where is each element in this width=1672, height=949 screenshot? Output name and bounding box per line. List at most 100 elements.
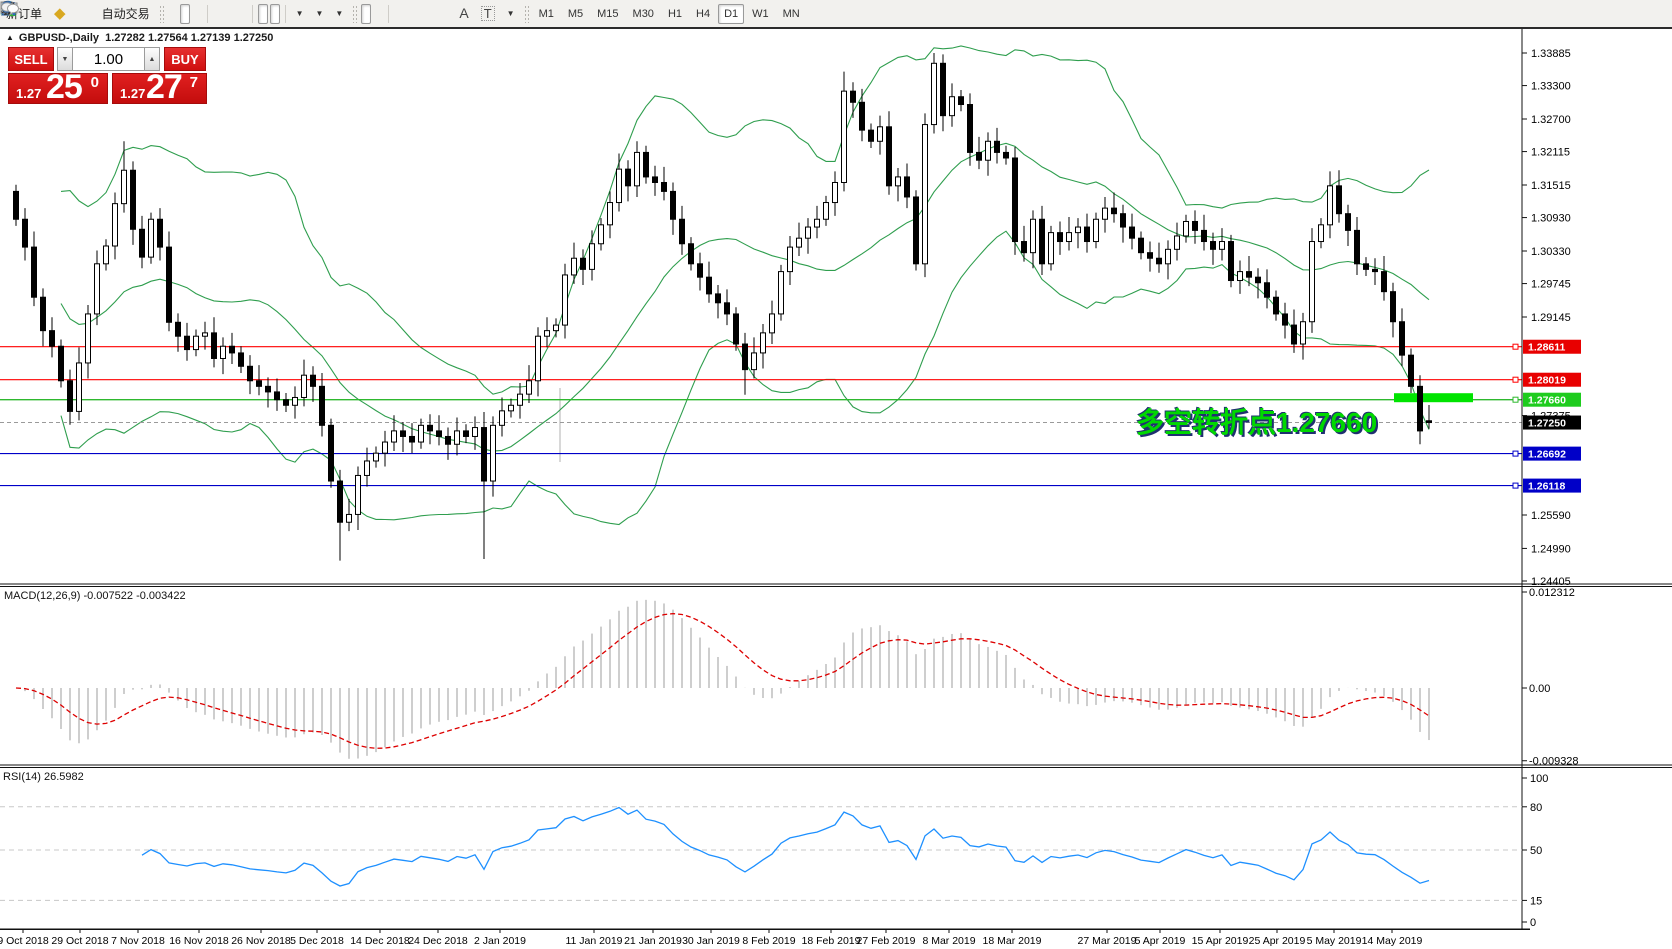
candle-bull bbox=[301, 374, 307, 398]
candle-bull bbox=[1030, 218, 1036, 254]
channel-tool-button[interactable]: E bbox=[0, 1, 440, 24]
timeframe-W1[interactable]: W1 bbox=[752, 7, 769, 20]
auto-scroll-button[interactable] bbox=[1, 2, 268, 24]
date-tick-label: 11 Jan 2019 bbox=[565, 935, 622, 947]
new-chart-dropdown[interactable]: ▼ bbox=[0, 1, 309, 24]
metaeditor-button[interactable]: ◆ bbox=[49, 4, 71, 24]
candle-bear bbox=[715, 293, 721, 304]
candle-bear bbox=[958, 96, 964, 106]
candle-bear bbox=[184, 335, 190, 351]
candle-bull bbox=[571, 257, 577, 276]
date-tick-label: 15 Apr 2019 bbox=[1192, 935, 1249, 947]
buy-price-display[interactable]: 1.27 27 7 bbox=[112, 68, 207, 106]
toolbar-drag-handle[interactable] bbox=[523, 4, 529, 23]
rsi-axis-label: 0 bbox=[1530, 917, 1536, 929]
timeframe-H1[interactable]: H1 bbox=[667, 7, 682, 20]
candle-bear bbox=[1012, 157, 1018, 243]
timeframe-M1[interactable]: M1 bbox=[538, 7, 554, 20]
bar-chart-mode-button[interactable] bbox=[1, 3, 178, 24]
auto-trading-button[interactable]: 自动交易 bbox=[1, 2, 155, 24]
candle-bull bbox=[1183, 220, 1189, 237]
buy-button[interactable]: BUY bbox=[164, 47, 206, 71]
arrows-dropdown[interactable]: ▼ bbox=[3, 0, 520, 24]
sell-price-pip: 0 bbox=[90, 74, 99, 91]
candle-bull bbox=[454, 430, 460, 445]
candle-bull bbox=[418, 424, 424, 443]
zoom-in-button[interactable] bbox=[1, 1, 223, 24]
period-dropdown[interactable]: ▼ bbox=[0, 0, 329, 24]
candle-bull bbox=[382, 441, 388, 454]
sell-price-display[interactable]: 1.27 25 0 bbox=[8, 68, 108, 106]
horizontal-line-tool-button[interactable] bbox=[1, 4, 416, 24]
volume-increase-button[interactable]: ▲ bbox=[144, 47, 160, 71]
candle-bear bbox=[688, 243, 694, 265]
candle-bear bbox=[697, 263, 703, 278]
zoom-out-button[interactable] bbox=[1, 1, 235, 24]
rsi-line bbox=[141, 806, 1430, 887]
candle-bull bbox=[985, 140, 991, 161]
candle-bull bbox=[1318, 224, 1324, 243]
price-tags-layer: 1.28611 1.28019 1.27660 1.27250 1.26692 1.261… bbox=[1523, 339, 1581, 493]
candle-bull bbox=[202, 332, 208, 337]
timeframe-M15[interactable]: M15 bbox=[597, 7, 619, 20]
trendline-tool-button[interactable] bbox=[1, 2, 428, 24]
candle-bull bbox=[103, 245, 109, 265]
sell-button[interactable]: SELL bbox=[8, 47, 54, 71]
text-tool-button[interactable]: A bbox=[454, 4, 473, 24]
text-label-tool-button[interactable]: T bbox=[476, 4, 500, 24]
level-endpoint-marker bbox=[1512, 343, 1519, 350]
fibonacci-tool-button[interactable]: F bbox=[1, 2, 452, 24]
template-dropdown[interactable]: ▼ bbox=[0, 2, 348, 24]
candle-bear bbox=[904, 176, 910, 198]
candle-bull bbox=[769, 313, 775, 334]
profile-button[interactable] bbox=[0, 1, 83, 24]
tile-windows-button[interactable] bbox=[1, 2, 247, 24]
candle-bull bbox=[148, 218, 154, 258]
price-tag-1.28611 bbox=[1523, 339, 1581, 354]
chart-shift-button[interactable] bbox=[2, 2, 280, 24]
volume-decrease-button[interactable]: ▼ bbox=[57, 47, 73, 71]
collapse-triangle-icon[interactable]: ▲ bbox=[6, 33, 14, 42]
signals-button[interactable] bbox=[1, 1, 95, 24]
candle-bear bbox=[13, 190, 19, 220]
timeframe-H4[interactable]: H4 bbox=[696, 7, 711, 20]
candle-bear bbox=[967, 104, 973, 153]
macd-layer: 0.012312 0.00 -0.009328 bbox=[15, 587, 1579, 768]
toolbar-separator bbox=[284, 4, 286, 23]
date-tick-label: 24 Dec 2018 bbox=[408, 935, 468, 947]
candle-bear bbox=[652, 176, 658, 183]
vertical-line-tool-button[interactable] bbox=[5, 1, 404, 24]
sell-price-prefix: 1.27 bbox=[16, 86, 42, 101]
date-tick-label: 8 Feb 2019 bbox=[742, 935, 795, 947]
candle-bear bbox=[400, 430, 406, 437]
timeframe-M5[interactable]: M5 bbox=[567, 7, 584, 20]
candle-bear bbox=[742, 343, 748, 371]
candle-bull bbox=[1219, 241, 1225, 250]
toolbar-drag-handle[interactable] bbox=[158, 4, 164, 23]
cursor-tool-button[interactable] bbox=[4, 1, 372, 24]
line-chart-mode-button[interactable] bbox=[1, 3, 202, 24]
volume-input[interactable]: 1.00 bbox=[73, 47, 144, 71]
buy-price-pip: 7 bbox=[189, 74, 198, 91]
chat-button[interactable] bbox=[1, 2, 1664, 24]
timeframe-M30[interactable]: M30 bbox=[632, 7, 654, 20]
chart-title: ▲ GBPUSD-,Daily 1.27282 1.27564 1.27139 1… bbox=[6, 32, 273, 44]
candle-bull bbox=[634, 151, 640, 187]
timeframe-MN[interactable]: MN bbox=[782, 7, 800, 20]
timeframe-D1[interactable]: D1 bbox=[718, 3, 745, 24]
search-button[interactable] bbox=[1, 1, 1652, 24]
dropdown-arrow-icon: ▼ bbox=[315, 9, 324, 18]
candle-bull bbox=[616, 168, 622, 204]
date-tick-label: 26 Nov 2018 bbox=[231, 935, 291, 947]
green-highlight-bar bbox=[1394, 393, 1473, 403]
toolbar-drag-handle[interactable] bbox=[352, 4, 358, 23]
candle-bull bbox=[841, 90, 847, 183]
candle-bull bbox=[94, 263, 100, 315]
candle-bull bbox=[220, 345, 226, 359]
candle-bear bbox=[1138, 237, 1144, 254]
candlestick-mode-button[interactable] bbox=[2, 1, 190, 24]
chart-symbol-period: GBPUSD-,Daily bbox=[18, 32, 99, 44]
candle-bear bbox=[1156, 257, 1162, 265]
crosshair-tool-button[interactable] bbox=[1, 1, 383, 24]
